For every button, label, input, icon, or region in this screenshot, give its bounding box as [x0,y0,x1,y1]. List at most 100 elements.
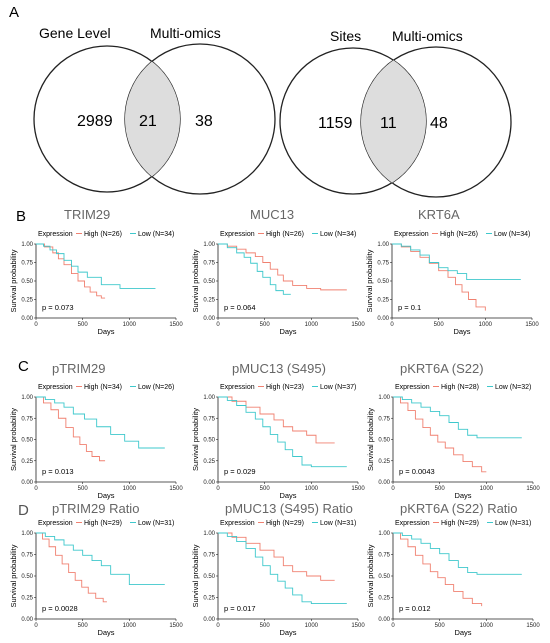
survival-curve-high [393,396,487,473]
x-tick-label: 0 [34,486,38,492]
p-value-label: p = 0.1 [398,303,421,312]
x-axis-label: Days [279,628,296,637]
legend-low-label: Low (N=34) [320,231,356,238]
venn-left-count: 2989 [77,113,113,130]
legend-high-label: High (N=29) [441,520,479,527]
x-axis-label: Days [453,327,470,336]
x-axis-label: Days [97,491,114,500]
x-tick-label: 1000 [123,623,137,629]
y-tick-label: 0.75 [21,553,33,559]
y-tick-label: 1.00 [21,531,33,537]
y-axis-label: Survival probability [9,408,18,471]
x-tick-label: 500 [435,486,446,492]
x-axis-label: Days [97,628,114,637]
legend-low-label: Low (N=34) [494,231,530,238]
km-panel-pmuc13-s495: pMUC13 (S495) Expression High (N=23) Low (N… [191,361,365,500]
x-tick-label: 500 [260,623,271,629]
y-tick-label: 0.25 [21,596,33,602]
venn-right-label: Multi-omics [150,25,221,41]
chart-legend: Expression High (N=29) Low (N=31) [395,520,531,527]
y-tick-label: 0.75 [203,553,215,559]
legend-high-label: High (N=28) [441,384,479,391]
y-tick-label: 0.00 [203,480,215,486]
x-axis-label: Days [97,327,114,336]
km-panel-krt6a: KRT6A Expression High (N=26) Low (N=34) 0.00… [365,207,539,336]
legend-title: Expression [38,231,73,238]
y-tick-label: 1.00 [203,531,215,537]
legend-high-label: High (N=26) [84,231,122,238]
y-tick-label: 1.00 [203,395,215,401]
venn-right-count: 38 [195,113,213,130]
y-axis-label: Survival probability [9,544,18,607]
p-value-label: p = 0.012 [399,604,431,613]
y-tick-label: 0.25 [203,298,215,304]
x-tick-label: 1000 [305,486,319,492]
legend-title: Expression [395,520,430,527]
survival-curve-low [218,243,291,295]
x-tick-label: 1000 [305,623,319,629]
survival-curve-high [36,396,106,462]
x-tick-label: 1500 [351,623,365,629]
x-tick-label: 0 [34,623,38,629]
chart-title: pMUC13 (S495) Ratio [225,501,353,516]
x-tick-label: 1500 [526,486,540,492]
panel-label-a: A [9,4,19,21]
y-axis-label: Survival probability [191,408,200,471]
chart-legend: Expression High (N=34) Low (N=26) [38,384,174,391]
x-tick-label: 500 [260,322,271,328]
y-tick-label: 0.25 [203,596,215,602]
legend-high-label: High (N=26) [440,231,478,238]
x-tick-label: 500 [78,322,89,328]
panel-label-d: D [18,502,29,519]
legend-low-label: Low (N=37) [320,384,356,391]
y-tick-label: 1.00 [377,242,389,248]
y-tick-label: 0.50 [203,574,215,580]
venn-overlap-count: 21 [139,113,157,130]
legend-low-label: Low (N=26) [138,384,174,391]
km-panel-ptrim29-ratio: pTRIM29 Ratio Expression High (N=29) Low (N… [9,501,183,637]
chart-title: pKRT6A (S22) Ratio [400,501,518,516]
km-panel-pmuc13-s495-ratio: pMUC13 (S495) Ratio Expression High (N=29)… [191,501,365,637]
y-tick-label: 0.00 [21,617,33,623]
km-panel-pkrt6a-s22: pKRT6A (S22) Expression High (N=28) Low (N=… [366,361,540,500]
x-tick-label: 0 [391,486,395,492]
x-tick-label: 1500 [525,322,539,328]
x-tick-label: 1500 [351,322,365,328]
legend-low-label: Low (N=34) [138,231,174,238]
legend-title: Expression [38,384,73,391]
y-tick-label: 0.75 [378,553,390,559]
legend-low-label: Low (N=31) [320,520,356,527]
y-tick-label: 0.75 [203,261,215,267]
venn-diagram-sites: Sites Multi-omics 1159 11 48 [279,28,512,198]
y-tick-label: 0.50 [21,438,33,444]
y-tick-label: 0.50 [203,279,215,285]
legend-high-label: High (N=29) [84,520,122,527]
x-tick-label: 0 [216,486,220,492]
x-tick-label: 1000 [479,322,493,328]
survival-curve-high [218,532,335,581]
survival-curve-low [218,532,347,604]
y-tick-label: 0.75 [377,261,389,267]
x-tick-label: 1500 [169,623,183,629]
y-axis-label: Survival probability [365,249,374,312]
y-tick-label: 1.00 [21,395,33,401]
x-tick-label: 1500 [169,322,183,328]
x-tick-label: 1000 [123,322,137,328]
x-axis-label: Days [279,491,296,500]
x-tick-label: 0 [216,623,220,629]
chart-legend: Expression High (N=26) Low (N=34) [394,231,530,238]
y-tick-label: 0.75 [378,416,390,422]
x-tick-label: 500 [78,623,89,629]
chart-title: pTRIM29 Ratio [52,501,139,516]
y-tick-label: 1.00 [378,395,390,401]
survival-curve-low [392,243,521,280]
x-tick-label: 500 [435,623,446,629]
chart-legend: Expression High (N=29) Low (N=31) [220,520,356,527]
legend-high-label: High (N=34) [84,384,122,391]
y-tick-label: 0.50 [378,438,390,444]
venn-left-count: 1159 [318,115,353,132]
survival-curve-high [218,396,335,444]
x-tick-label: 1500 [169,486,183,492]
chart-legend: Expression High (N=26) Low (N=34) [220,231,356,238]
